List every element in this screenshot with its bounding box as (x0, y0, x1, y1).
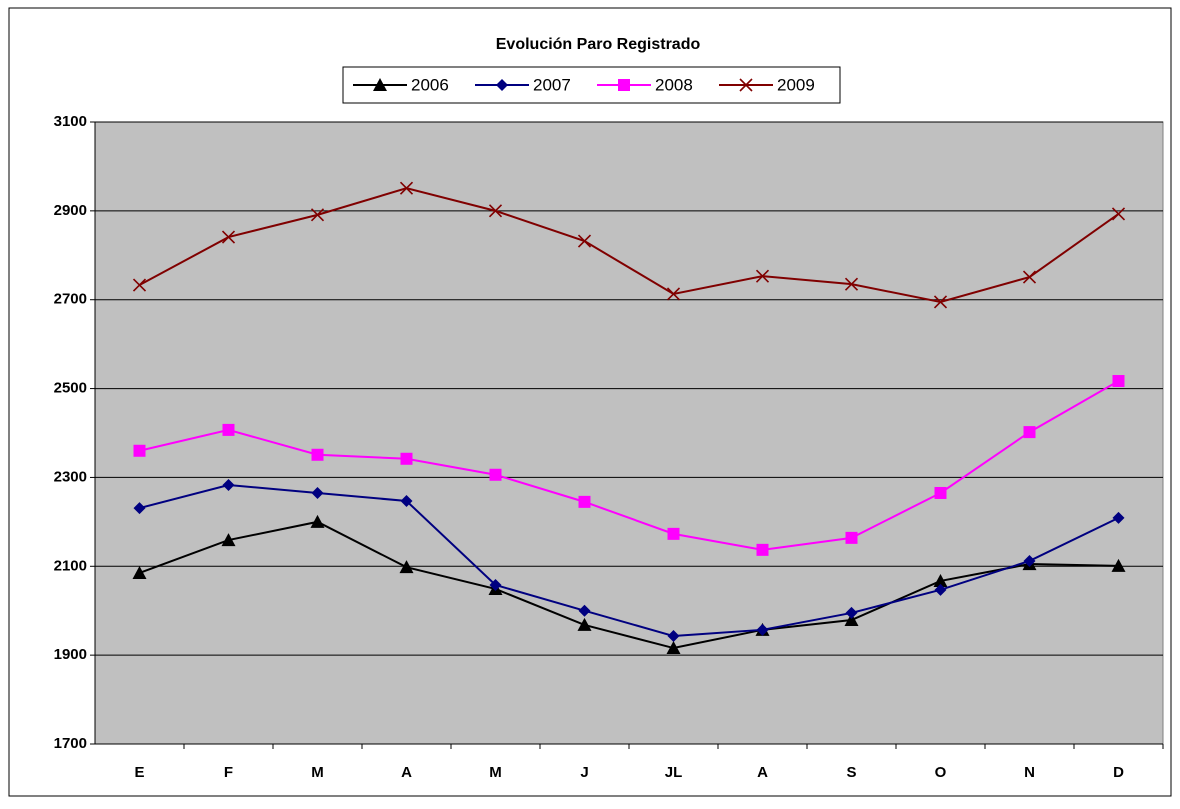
data-point (1022, 270, 1037, 284)
data-point (934, 583, 947, 596)
data-point (1023, 554, 1036, 567)
y-tick-label: 2300 (54, 468, 87, 485)
y-tick-label: 2700 (54, 291, 87, 308)
data-point (577, 617, 592, 631)
x-tick-label: M (489, 764, 502, 781)
x-tick-label: D (1113, 764, 1124, 781)
data-point (400, 452, 413, 465)
data-point (310, 514, 325, 528)
data-point (311, 486, 324, 499)
legend-marker (496, 79, 508, 91)
series-line (139, 483, 1119, 638)
data-point (132, 278, 147, 292)
data-point (845, 606, 858, 619)
data-point (667, 630, 680, 643)
data-point (666, 641, 681, 655)
data-point (399, 560, 414, 574)
x-tick-label: JL (665, 764, 683, 781)
x-tick-label: S (846, 764, 856, 781)
legend-label: 2006 (411, 75, 449, 94)
legend-marker (373, 78, 387, 91)
data-point (578, 604, 591, 617)
data-point (756, 623, 769, 636)
y-tick-label: 2500 (54, 380, 87, 397)
y-tick-label: 3100 (54, 113, 87, 130)
data-point (222, 478, 235, 491)
series-line (139, 520, 1119, 650)
data-point (755, 269, 770, 283)
data-point (1112, 375, 1125, 388)
series-line (139, 380, 1119, 551)
data-point (844, 613, 859, 627)
x-tick-label: E (134, 764, 144, 781)
data-point (489, 468, 502, 481)
plot-area (94, 121, 1164, 745)
y-tick-label: 1700 (54, 735, 87, 752)
data-point (133, 502, 146, 515)
data-point (488, 204, 503, 218)
data-point (399, 181, 414, 195)
data-point (933, 573, 948, 587)
data-point (310, 208, 325, 222)
x-tick-label: O (935, 764, 947, 781)
x-tick-label: N (1024, 764, 1035, 781)
data-point (756, 543, 769, 556)
data-point (222, 423, 235, 436)
legend-marker (618, 79, 630, 91)
x-tick-label: M (311, 764, 324, 781)
data-point (400, 494, 413, 507)
data-point (667, 527, 680, 540)
data-point (933, 295, 948, 309)
data-point (844, 277, 859, 291)
x-tick-label: A (757, 764, 768, 781)
data-point (666, 287, 681, 301)
data-point (132, 565, 147, 579)
data-point (311, 448, 324, 461)
data-point (1111, 207, 1126, 221)
x-tick-label: F (224, 764, 233, 781)
series-line (139, 187, 1120, 303)
legend-label: 2008 (655, 75, 693, 94)
x-tick-label: A (401, 764, 412, 781)
data-point (489, 578, 502, 591)
data-point (221, 230, 236, 244)
y-tick-label: 1900 (54, 646, 87, 663)
legend-label: 2009 (777, 75, 815, 94)
data-point (1112, 511, 1125, 524)
y-tick-label: 2900 (54, 202, 87, 219)
legend-marker (739, 78, 753, 92)
chart-title: Evolución Paro Registrado (496, 36, 701, 53)
data-point (845, 531, 858, 544)
data-point (133, 444, 146, 457)
data-point (577, 234, 592, 248)
data-point (578, 495, 591, 508)
data-point (221, 533, 236, 547)
data-point (934, 486, 947, 499)
data-point (1023, 426, 1036, 439)
legend-label: 2007 (533, 75, 571, 94)
x-tick-label: J (580, 764, 588, 781)
data-point (1111, 558, 1126, 572)
y-tick-label: 2100 (54, 557, 87, 574)
